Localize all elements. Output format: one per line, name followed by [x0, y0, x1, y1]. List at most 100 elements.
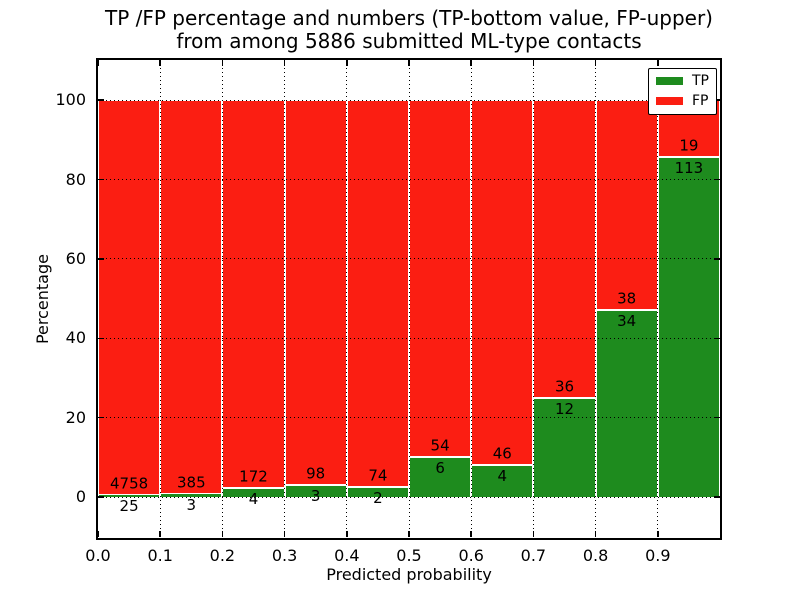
- y-tick-mark: [714, 99, 720, 101]
- bar-segment-fp: [160, 100, 223, 495]
- fp-count-label: 46: [492, 444, 512, 463]
- bar-segment-tp: [595, 309, 658, 498]
- x-gridline: [346, 60, 348, 538]
- x-tick-mark: [159, 60, 161, 66]
- bar-segment-fp: [222, 100, 285, 489]
- tp-count-label: 6: [435, 459, 445, 478]
- fp-count-label: 38: [617, 289, 637, 308]
- tp-count-label: 3: [186, 496, 197, 515]
- x-tick-mark: [657, 60, 659, 66]
- x-tick-label: 0.9: [645, 546, 671, 565]
- bar-segment-tp: [222, 488, 285, 498]
- x-tick-label: 0.0: [85, 546, 111, 565]
- fp-count-label: 74: [368, 466, 388, 485]
- x-tick-label: 0.2: [209, 546, 236, 565]
- x-gridline: [532, 60, 534, 538]
- x-tick-mark: [283, 60, 286, 66]
- y-tick-mark: [714, 258, 720, 260]
- x-tick-mark: [221, 60, 224, 66]
- x-tick-mark: [408, 60, 410, 66]
- fp-count-label: 19: [679, 136, 699, 155]
- y-tick-label: 40: [65, 328, 86, 348]
- y-tick-label: 100: [55, 90, 86, 110]
- y-tick-mark: [98, 337, 104, 340]
- fp-count-label: 385: [176, 473, 206, 492]
- legend-item: TP: [656, 74, 709, 88]
- x-tick-label: 0.3: [271, 546, 298, 565]
- bar-segment-tp: [471, 465, 534, 498]
- legend-swatch-fp: [656, 97, 683, 105]
- x-gridline: [221, 60, 223, 538]
- bar-segment-fp: [284, 100, 347, 486]
- x-gridline: [159, 60, 161, 538]
- bar-segment-fp: [533, 100, 596, 398]
- x-tick-label: 0.8: [582, 546, 609, 565]
- x-gridline: [284, 60, 286, 538]
- x-tick-label: 0.4: [334, 546, 360, 565]
- legend-label: FP: [692, 93, 709, 109]
- x-tick-label: 0.5: [396, 546, 422, 565]
- bar-segment-fp: [409, 100, 472, 458]
- tp-count-label: 3: [310, 487, 321, 506]
- x-tick-mark: [532, 60, 535, 66]
- x-tick-mark: [97, 531, 99, 537]
- plot-area: TP FP 4758 25 385 3 172 4 98 3 74 2 54 6 46 4 36 12 38 34 1…: [55, 58, 722, 565]
- x-tick-label: 0.6: [458, 546, 484, 565]
- bar-segment-tp: [346, 486, 409, 498]
- fp-count-label: 172: [239, 467, 268, 486]
- x-gridline: [408, 60, 410, 538]
- y-tick-mark: [714, 416, 720, 419]
- x-gridline: [470, 60, 472, 538]
- legend: TP FP: [648, 68, 717, 115]
- x-gridline: [657, 60, 659, 538]
- tp-count-label: 34: [617, 311, 637, 330]
- tp-count-label: 113: [674, 159, 704, 178]
- legend-label: TP: [692, 73, 709, 89]
- y-tick-mark: [98, 496, 104, 498]
- y-tick-mark: [98, 416, 104, 419]
- x-gridline: [595, 60, 597, 538]
- tp-count-label: 25: [119, 497, 139, 516]
- y-tick-mark: [714, 496, 720, 498]
- bar-segment-tp: [533, 397, 596, 498]
- bar-segment-tp: [284, 485, 347, 498]
- x-tick-mark: [594, 60, 597, 66]
- y-tick-mark: [98, 258, 104, 260]
- x-tick-mark: [346, 60, 348, 66]
- fp-count-label: 4758: [110, 474, 149, 493]
- bar-segment-fp: [471, 100, 534, 466]
- x-tick-mark: [159, 531, 161, 537]
- x-tick-mark: [408, 531, 410, 537]
- fp-count-label: 36: [554, 377, 575, 396]
- y-tick-mark: [98, 178, 104, 181]
- y-tick-label: 0: [75, 487, 86, 507]
- bar-segment-fp: [98, 100, 161, 496]
- x-tick-mark: [594, 531, 597, 537]
- x-tick-mark: [532, 531, 535, 537]
- y-axis-label: Percentage: [33, 254, 52, 345]
- tp-count-label: 12: [554, 399, 575, 418]
- legend-swatch-tp: [656, 77, 683, 85]
- x-tick-mark: [657, 531, 659, 537]
- fp-count-label: 54: [430, 436, 450, 455]
- bar-segment-tp: [409, 457, 472, 498]
- y-tick-label: 60: [65, 248, 86, 268]
- y-tick-mark: [714, 337, 720, 340]
- chart-title-line1: TP /FP percentage and numbers (TP-bottom…: [105, 6, 713, 30]
- x-tick-mark: [283, 531, 286, 537]
- x-axis-label: Predicted probability: [326, 565, 492, 584]
- bar-segment-fp: [346, 100, 409, 487]
- chart-title-line2: from among 5886 submitted ML-type contac…: [176, 29, 642, 53]
- legend-item: FP: [656, 94, 709, 108]
- bar-segment-tp: [657, 157, 720, 498]
- y-tick-label: 20: [65, 407, 86, 427]
- y-tick-mark: [98, 99, 104, 101]
- chart-title: TP /FP percentage and numbers (TP-bottom…: [98, 7, 720, 53]
- x-tick-mark: [97, 60, 99, 66]
- x-tick-mark: [221, 531, 224, 537]
- x-tick-mark: [470, 60, 472, 66]
- x-tick-label: 0.1: [147, 546, 173, 565]
- tp-count-label: 4: [497, 467, 508, 486]
- fp-count-label: 98: [306, 464, 326, 483]
